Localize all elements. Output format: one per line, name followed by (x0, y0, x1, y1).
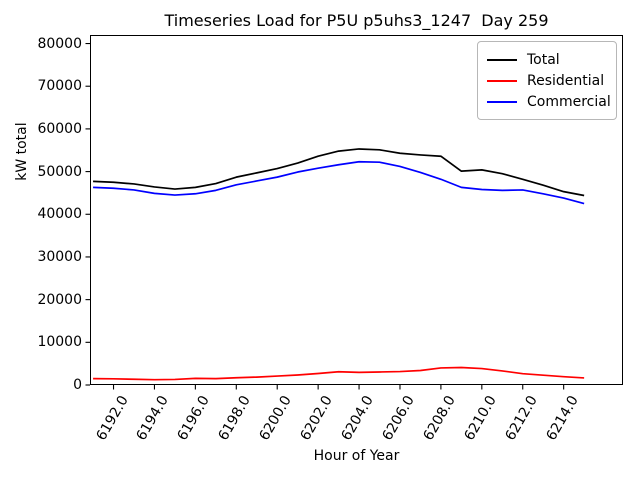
legend-line-sample-residential (487, 79, 517, 82)
line-commercial (93, 160, 585, 205)
legend-line-sample-commercial (487, 100, 517, 103)
legend-line-sample-total (487, 58, 517, 61)
y-axis-label: kW total (14, 122, 30, 181)
line-residential (93, 366, 585, 381)
y-tick-label: 80000 (37, 35, 82, 52)
legend: Total Residential Commercial (477, 41, 617, 120)
y-tick-label: 30000 (37, 248, 82, 265)
line-total (93, 148, 585, 197)
chart-title: Timeseries Load for P5U p5uhs3_1247 Day … (164, 11, 549, 30)
y-tick-label: 60000 (37, 120, 82, 137)
legend-item-commercial: Commercial (487, 91, 611, 112)
legend-label-commercial: Commercial (527, 93, 611, 110)
y-tick-label: 0 (73, 377, 82, 393)
y-tick-label: 70000 (37, 78, 82, 95)
y-tick-label: 50000 (37, 163, 82, 180)
legend-label-total: Total (527, 51, 560, 68)
x-axis-label: Hour of Year (313, 448, 400, 464)
y-tick-label: 10000 (37, 334, 82, 351)
legend-item-total: Total (487, 49, 608, 70)
legend-label-residential: Residential (527, 72, 605, 89)
y-tick-label: 20000 (37, 291, 82, 308)
legend-item-residential: Residential (487, 70, 608, 91)
y-tick-label: 40000 (37, 206, 82, 223)
